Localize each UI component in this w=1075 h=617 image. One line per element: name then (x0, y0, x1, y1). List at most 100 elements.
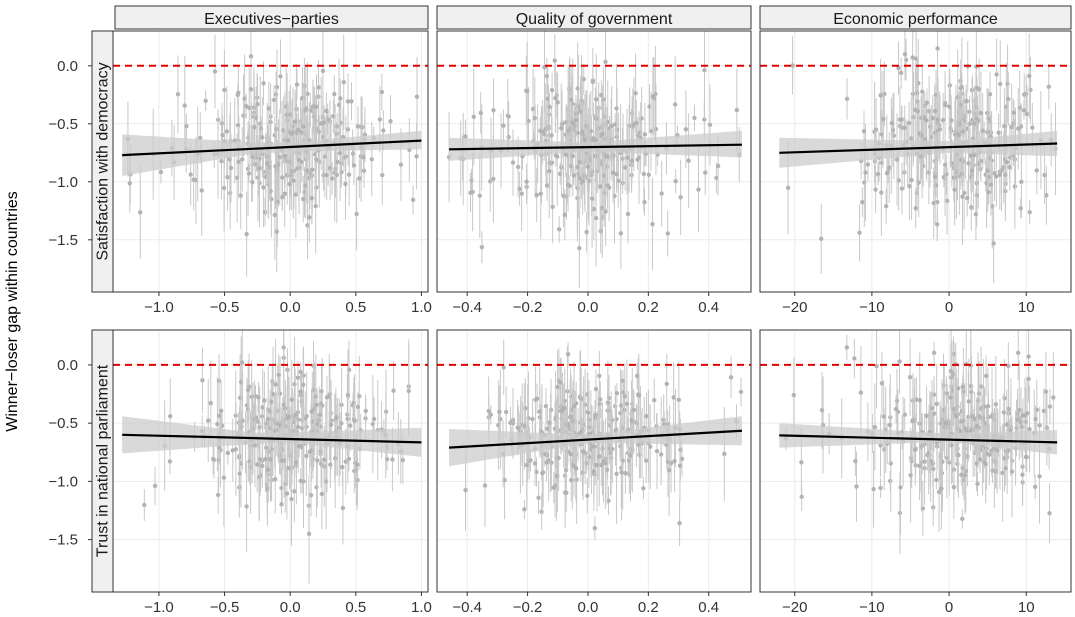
data-point (601, 173, 606, 178)
data-point (844, 96, 850, 102)
data-point (1023, 91, 1029, 97)
data-point (1011, 110, 1017, 115)
data-point (871, 486, 876, 492)
data-point (968, 428, 973, 433)
fit-line (449, 143, 742, 151)
data-point (1051, 395, 1056, 400)
data-point (627, 123, 632, 128)
data-point (993, 402, 999, 407)
panel-border (759, 329, 1072, 593)
data-point (620, 458, 625, 463)
data-point (510, 160, 516, 165)
data-point (248, 87, 254, 92)
data-point (865, 162, 871, 167)
data-point (635, 392, 641, 397)
confidence-ribbon (122, 416, 422, 457)
data-point (488, 412, 494, 417)
x-tick-label: −1.0 (144, 599, 174, 616)
data-point (879, 190, 884, 195)
data-point (960, 418, 965, 424)
data-point (590, 79, 596, 85)
panel-border (436, 30, 752, 293)
data-point (598, 228, 603, 234)
data-point (498, 416, 503, 422)
data-point (987, 452, 992, 457)
data-point (896, 178, 901, 183)
fit-line (449, 429, 743, 449)
data-point (586, 410, 591, 415)
x-tick-label: −10 (859, 599, 884, 616)
x-tick-label: 10 (1018, 299, 1035, 316)
data-point (944, 420, 949, 426)
facet-panel: −20 −10 0 10 (759, 329, 1072, 616)
data-point (305, 91, 310, 97)
x-tick-label: 0 (945, 299, 953, 316)
data-point (933, 183, 939, 188)
data-point (354, 211, 359, 217)
data-point (914, 397, 919, 402)
data-point (568, 451, 573, 457)
data-point (938, 421, 943, 426)
panel-content (113, 31, 428, 277)
data-point (1032, 484, 1038, 490)
data-point (947, 104, 952, 109)
data-point (320, 68, 326, 74)
data-point (734, 107, 740, 113)
data-point (637, 452, 642, 457)
data-point (628, 453, 633, 458)
data-point (566, 128, 571, 133)
data-point (540, 129, 545, 134)
data-point (917, 397, 922, 403)
data-point (873, 127, 879, 132)
data-point (318, 121, 324, 126)
data-point (994, 448, 1000, 453)
data-point (261, 185, 266, 190)
data-point (281, 402, 286, 408)
data-point (199, 188, 204, 193)
data-point (1021, 108, 1027, 113)
data-point (872, 424, 878, 430)
data-point (738, 389, 744, 395)
data-point (953, 413, 959, 419)
data-point (273, 382, 278, 387)
data-point (601, 97, 606, 102)
data-point (874, 363, 879, 369)
data-point (547, 420, 552, 425)
data-point (858, 390, 864, 395)
data-point (351, 400, 356, 406)
data-point (352, 468, 357, 474)
data-point (672, 459, 677, 464)
data-point (563, 467, 569, 473)
data-point (907, 183, 912, 189)
data-point (270, 391, 276, 397)
data-point (1002, 124, 1007, 129)
data-point (361, 168, 367, 173)
data-point (618, 231, 624, 236)
data-point (968, 383, 974, 389)
data-point (317, 412, 323, 418)
data-point (544, 460, 549, 465)
data-point (301, 479, 306, 484)
data-point (944, 455, 950, 461)
data-point (598, 397, 603, 402)
panel-border (759, 30, 1072, 293)
data-point (603, 209, 608, 214)
data-point (259, 414, 265, 419)
data-point (550, 204, 555, 209)
data-point (985, 168, 990, 173)
data-point (463, 134, 468, 139)
data-point (236, 90, 241, 95)
data-point (1019, 424, 1025, 429)
data-point (537, 409, 542, 414)
data-point (575, 130, 581, 136)
data-point (291, 178, 296, 183)
data-point (976, 414, 982, 419)
data-point (233, 447, 239, 452)
data-point (289, 397, 294, 402)
data-point (897, 117, 903, 122)
data-point (268, 457, 273, 462)
data-point (1023, 454, 1029, 460)
data-point (292, 489, 297, 494)
data-point (257, 156, 262, 161)
